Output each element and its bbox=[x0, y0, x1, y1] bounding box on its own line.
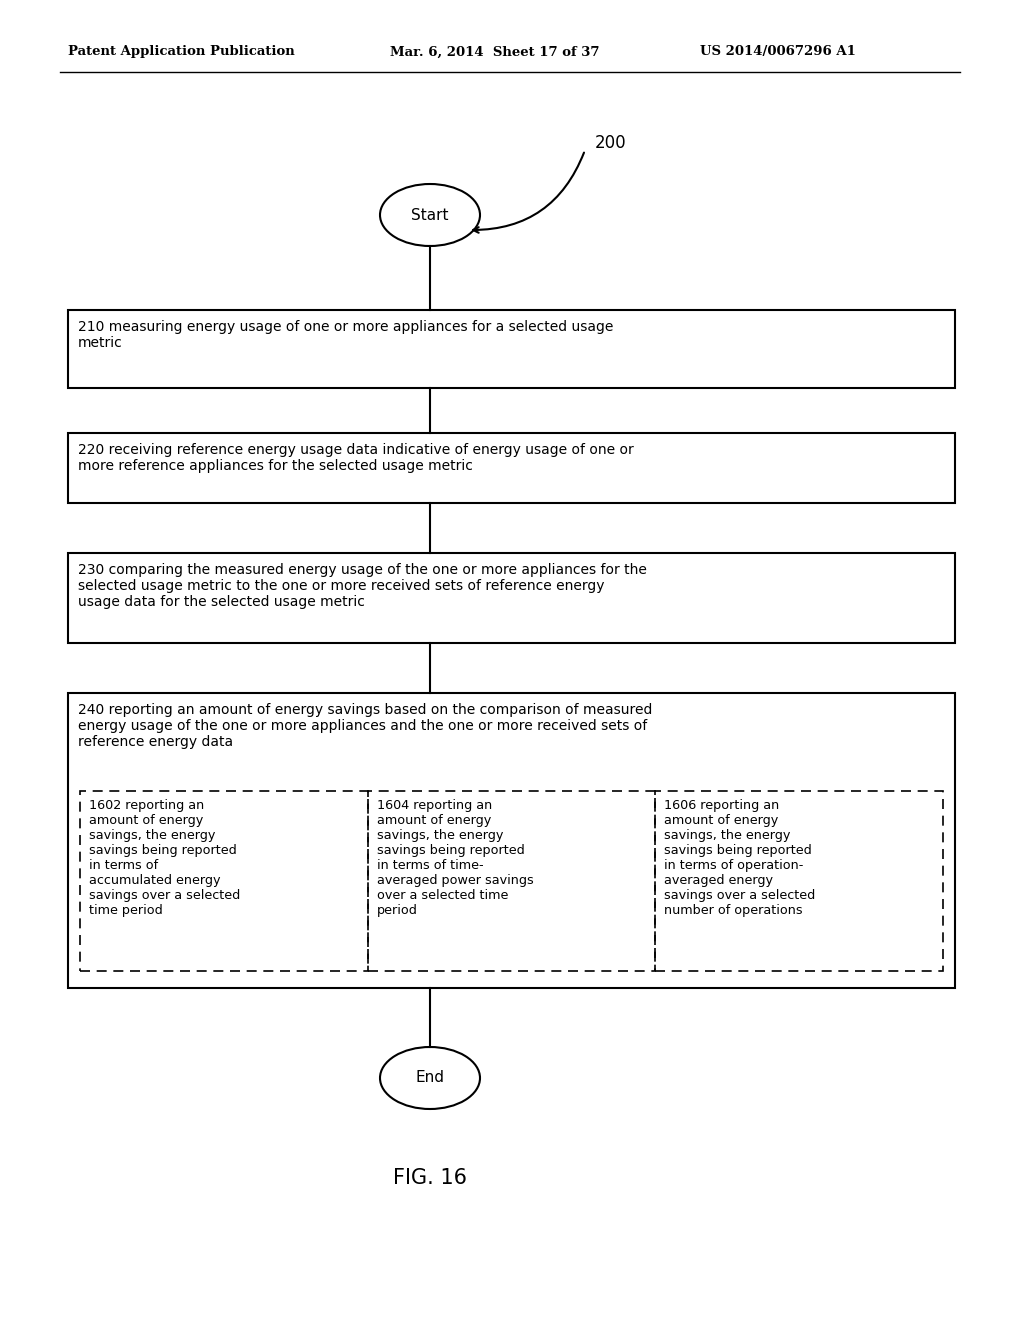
Bar bbox=[655, 791, 943, 972]
Text: 230 comparing the measured energy usage of the one or more appliances for the
se: 230 comparing the measured energy usage … bbox=[78, 564, 647, 610]
Text: 200: 200 bbox=[595, 135, 627, 152]
Text: Start: Start bbox=[412, 207, 449, 223]
Text: FIG. 16: FIG. 16 bbox=[393, 1168, 467, 1188]
Text: Patent Application Publication: Patent Application Publication bbox=[68, 45, 295, 58]
Bar bbox=[68, 310, 955, 388]
Bar bbox=[368, 791, 655, 972]
Text: 210 measuring energy usage of one or more appliances for a selected usage
metric: 210 measuring energy usage of one or mor… bbox=[78, 319, 613, 350]
Bar bbox=[68, 553, 955, 643]
Text: 220 receiving reference energy usage data indicative of energy usage of one or
m: 220 receiving reference energy usage dat… bbox=[78, 444, 634, 473]
Text: 1606 reporting an
amount of energy
savings, the energy
savings being reported
in: 1606 reporting an amount of energy savin… bbox=[665, 799, 815, 917]
Text: US 2014/0067296 A1: US 2014/0067296 A1 bbox=[700, 45, 856, 58]
Text: 1602 reporting an
amount of energy
savings, the energy
savings being reported
in: 1602 reporting an amount of energy savin… bbox=[89, 799, 241, 917]
Bar bbox=[80, 791, 368, 972]
Text: End: End bbox=[416, 1071, 444, 1085]
Text: 240 reporting an amount of energy savings based on the comparison of measured
en: 240 reporting an amount of energy saving… bbox=[78, 704, 652, 750]
Bar bbox=[68, 693, 955, 987]
Text: 1604 reporting an
amount of energy
savings, the energy
savings being reported
in: 1604 reporting an amount of energy savin… bbox=[377, 799, 534, 917]
Text: Mar. 6, 2014  Sheet 17 of 37: Mar. 6, 2014 Sheet 17 of 37 bbox=[390, 45, 599, 58]
Bar bbox=[68, 433, 955, 503]
